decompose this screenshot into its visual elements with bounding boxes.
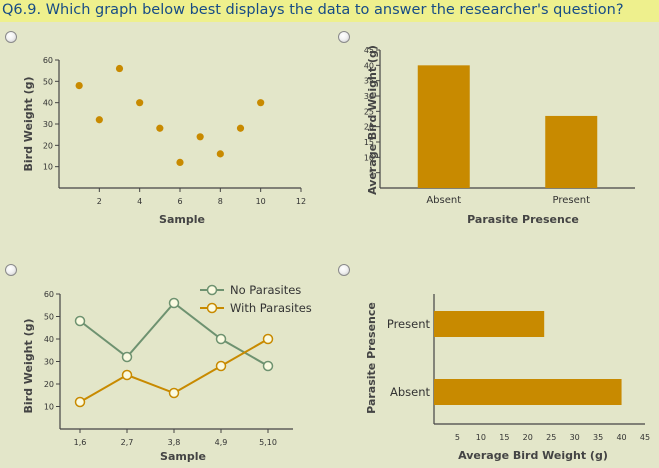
data-point-with-parasites <box>215 360 227 372</box>
x-category-label: 2,7 <box>121 438 134 447</box>
y-tick-label: 30 <box>43 120 53 129</box>
y-tick-label: 40 <box>364 61 374 70</box>
data-point-no-parasites <box>262 360 274 372</box>
y-tick-label: 30 <box>44 358 54 367</box>
option-d-horizontal-bar-chart[interactable]: Present Absent 5 10 15 20 25 30 35 40 45 Parasite… <box>330 276 659 468</box>
scatter-point <box>236 124 245 132</box>
option-d-radio[interactable] <box>338 264 350 276</box>
y-tick-label: 35 <box>364 77 374 86</box>
y-tick-label: 30 <box>364 92 374 101</box>
scatter-point <box>257 99 265 107</box>
x-tick-label: 45 <box>640 433 650 442</box>
data-point-with-parasites <box>168 387 180 399</box>
legend: No Parasites With Parasites <box>200 283 312 315</box>
y-tick-label: 15 <box>364 138 374 147</box>
option-c-line-chart[interactable]: 10 20 30 40 50 60 1,6 2,7 3,8 4,9 5,10 No Parasit… <box>0 276 330 468</box>
y-tick-label: 5 <box>369 169 374 178</box>
x-axis-label: Average Bird Weight (g) <box>458 449 608 462</box>
x-tick-label: 2 <box>97 197 102 206</box>
y-tick-label: 25 <box>364 107 374 116</box>
y-tick-label: 20 <box>364 123 374 132</box>
x-category-label: 1,6 <box>74 438 87 447</box>
option-c-radio[interactable] <box>5 264 17 276</box>
option-b-bar-chart[interactable]: 5 10 15 20 25 30 35 40 45 Absent Present Average … <box>330 40 659 240</box>
y-axis-label: Parasite Presence <box>365 302 378 414</box>
data-point-with-parasites <box>74 396 86 408</box>
x-category-label: 4,9 <box>215 438 228 447</box>
data-point-no-parasites <box>121 351 133 363</box>
y-category-label: Absent <box>390 385 431 399</box>
scatter-point <box>136 99 144 107</box>
y-tick-label: 10 <box>43 163 53 172</box>
y-tick-label: 10 <box>364 153 374 162</box>
option-a-scatter-chart[interactable]: 10 20 30 40 50 60 2 4 6 8 10 12 Bird Weight (g) Sa… <box>0 40 320 240</box>
scatter-point <box>95 116 103 124</box>
x-tick-label: 35 <box>593 433 603 442</box>
y-tick-label: 40 <box>43 99 53 108</box>
scatter-point <box>216 150 224 158</box>
x-category-label: Present <box>552 195 590 206</box>
legend-label-with-parasites: With Parasites <box>230 301 312 315</box>
legend-marker-with-parasites <box>206 302 218 314</box>
x-tick-label: 15 <box>499 433 509 442</box>
x-tick-label: 10 <box>476 433 486 442</box>
x-tick-label: 12 <box>296 197 306 206</box>
bar-present <box>545 115 598 188</box>
x-tick-label: 4 <box>137 197 142 206</box>
y-tick-label: 20 <box>44 380 54 389</box>
y-tick-label: 50 <box>44 313 54 322</box>
scatter-point <box>75 82 83 90</box>
scatter-point <box>176 158 184 166</box>
data-point-with-parasites <box>262 333 274 345</box>
x-tick-label: 8 <box>218 197 223 206</box>
bar-absent <box>434 379 622 405</box>
x-tick-label: 30 <box>570 433 580 442</box>
x-tick-label: 6 <box>177 197 182 206</box>
x-tick-label: 25 <box>546 433 556 442</box>
y-axis-label: Bird Weight (g) <box>22 77 35 172</box>
x-tick-label: 5 <box>455 433 460 442</box>
x-tick-label: 10 <box>256 197 266 206</box>
data-point-with-parasites <box>121 369 133 381</box>
y-tick-label: 40 <box>44 335 54 344</box>
y-axis-label: Bird Weight (g) <box>22 319 35 414</box>
legend-marker-no-parasites <box>206 284 218 296</box>
bar-present <box>434 311 545 337</box>
y-axis-label: Average Bird Weight (g) <box>366 45 379 195</box>
bar-absent <box>417 65 470 188</box>
x-tick-label: 40 <box>616 433 626 442</box>
y-tick-label: 50 <box>43 77 53 86</box>
question-text: Q6.9. Which graph below best displays th… <box>2 2 624 18</box>
y-category-label: Present <box>387 317 431 331</box>
x-category-label: 5,10 <box>259 438 277 447</box>
legend-label-no-parasites: No Parasites <box>230 283 301 297</box>
y-tick-label: 20 <box>43 141 53 150</box>
scatter-point <box>156 124 164 132</box>
option-a-radio[interactable] <box>5 31 17 43</box>
data-point-no-parasites <box>215 333 227 345</box>
scatter-point <box>115 64 124 73</box>
question-banner: Q6.9. Which graph below best displays th… <box>0 0 659 22</box>
y-tick-label: 10 <box>44 403 54 412</box>
data-point-no-parasites <box>168 297 180 309</box>
option-b-radio[interactable] <box>338 31 350 43</box>
y-tick-label: 60 <box>44 290 54 299</box>
x-axis-label: Parasite Presence <box>467 213 579 226</box>
x-axis-label: Sample <box>159 213 205 226</box>
scatter-point <box>196 133 204 141</box>
x-category-label: Absent <box>426 195 461 206</box>
y-tick-label: 60 <box>43 56 53 65</box>
y-tick-label: 45 <box>364 46 374 55</box>
x-axis-label: Sample <box>160 450 206 463</box>
x-tick-label: 20 <box>523 433 533 442</box>
data-point-no-parasites <box>74 315 86 327</box>
x-category-label: 3,8 <box>168 438 181 447</box>
